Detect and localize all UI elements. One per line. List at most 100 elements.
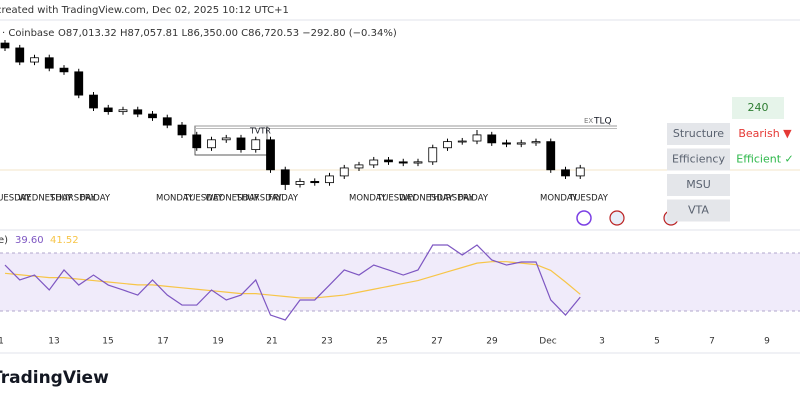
candle-body <box>89 94 98 109</box>
tlq-label: TLQ <box>593 117 612 127</box>
x-tick-label: 1 <box>0 337 4 347</box>
candle-body <box>103 107 113 113</box>
tvtr-label: TVTR <box>249 127 271 136</box>
candle-body <box>354 164 364 169</box>
rsi-band-fill <box>0 253 800 311</box>
credit: created with TradingView.com, Dec 02, 20… <box>0 5 289 16</box>
brand: TradingView <box>0 368 109 388</box>
rsi-value: 39.60 <box>15 235 44 246</box>
candle-body <box>280 169 290 185</box>
candle-body <box>251 139 261 150</box>
day-label: TUESDAY <box>376 194 417 204</box>
candle-body <box>531 141 541 144</box>
exchange: · Coinbase <box>2 28 54 39</box>
panel-status: Bearish ▼ <box>738 127 792 140</box>
rsi-line <box>4 244 581 321</box>
x-tick-label: 29 <box>486 337 498 347</box>
day-label: THURSDAY <box>235 194 283 204</box>
day-label: TUESDAY <box>183 194 224 204</box>
candle-body <box>0 42 10 49</box>
timeframe-box <box>732 97 784 119</box>
ohlc: O87,013.32 H87,057.81 L86,350.00 C86,720… <box>58 28 397 39</box>
candle-body <box>162 117 172 126</box>
panel-cell <box>667 123 730 145</box>
x-tick-label: Dec <box>539 337 556 347</box>
rsi-ma-line <box>4 261 581 299</box>
panel-label: VTA <box>688 204 709 217</box>
x-tick-label: 3 <box>599 337 605 347</box>
panel-label: MSU <box>686 178 711 191</box>
candle-body <box>44 57 54 69</box>
day-label: WEDNESDAY <box>18 194 73 204</box>
candle-body <box>369 159 379 166</box>
candle-body <box>295 181 305 185</box>
rsi-legend: e) <box>0 235 8 246</box>
day-label: MONDAY <box>349 194 387 204</box>
candle-body <box>15 47 25 63</box>
candle-body <box>575 167 585 177</box>
candle-body <box>516 142 526 145</box>
day-label: TUESDAY <box>0 194 32 204</box>
candle-body <box>118 109 128 113</box>
event-icon[interactable] <box>576 210 592 226</box>
candle-body <box>546 141 556 171</box>
candle-body <box>502 142 511 145</box>
candle-body <box>561 169 570 177</box>
x-tick-label: 17 <box>157 337 168 347</box>
candle-body <box>413 161 423 164</box>
panel-cell <box>667 148 730 171</box>
day-label: WEDNESDAY <box>205 194 260 204</box>
candle-body <box>177 124 187 136</box>
day-label: THURSDAY <box>427 194 475 204</box>
day-label: TUESDAY <box>568 194 609 204</box>
x-tick-label: 13 <box>48 337 59 347</box>
candle-body <box>457 140 467 143</box>
x-tick-label: 15 <box>102 337 113 347</box>
panel-label: Efficiency <box>672 153 725 166</box>
candle-body <box>384 159 393 163</box>
candle-body <box>325 175 334 184</box>
x-tick-label: 7 <box>709 337 715 347</box>
x-tick-label: 27 <box>431 337 442 347</box>
candle-body <box>428 147 438 163</box>
candle-body <box>30 57 39 63</box>
candle-body <box>266 139 275 171</box>
x-tick-label: 23 <box>321 337 332 347</box>
panel-cell <box>667 174 730 196</box>
day-label: MONDAY <box>156 194 194 204</box>
panel-cell <box>667 199 730 222</box>
candle-body <box>339 167 349 177</box>
panel-status: Efficient ✓ <box>736 153 793 166</box>
x-tick-label: 25 <box>376 337 387 347</box>
x-tick-label: 19 <box>212 337 224 347</box>
status-panel: Structure Bearish ▼ Efficiency Efficient ✓ M… <box>667 123 794 222</box>
x-tick-label: 21 <box>266 337 277 347</box>
candle-body <box>133 109 143 115</box>
candle-body <box>398 161 408 164</box>
day-label: THURSDAY <box>49 194 97 204</box>
day-label: FRIDAY <box>268 194 299 204</box>
panel-label: Structure <box>673 127 724 140</box>
x-tick-label: 5 <box>654 337 660 347</box>
candle-body <box>148 113 157 119</box>
day-label: WEDNESDAY <box>399 194 454 204</box>
candle-body <box>207 139 216 149</box>
candle-body <box>236 137 246 150</box>
candle-body <box>487 134 497 144</box>
candle-body <box>443 141 452 149</box>
candle-body <box>192 134 202 149</box>
candle-body <box>310 181 320 184</box>
candle-body <box>74 71 84 96</box>
flag-icon[interactable] <box>609 210 625 226</box>
day-label: FRIDAY <box>80 194 111 204</box>
timeframe: 240 <box>748 101 769 114</box>
candle-body <box>221 137 231 141</box>
rsi-ma-value: 41.52 <box>50 235 79 246</box>
day-label: MONDAY <box>540 194 578 204</box>
day-label: FRIDAY <box>458 194 489 204</box>
ex-label: EX <box>584 117 593 125</box>
candle-body <box>472 134 482 142</box>
candle-body <box>59 67 69 73</box>
